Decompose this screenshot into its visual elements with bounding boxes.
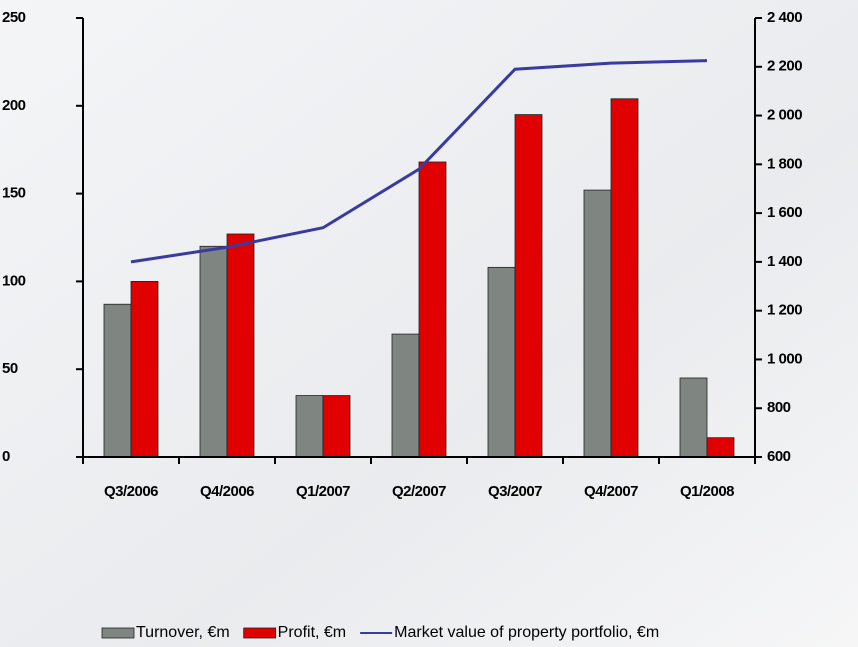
y-tick-label: 250 [2,9,26,26]
y2-tick-label: 600 [767,448,791,465]
y2-tick-label: 1 800 [767,155,802,172]
y-tick-label: 50 [2,360,18,377]
legend-label: Turnover, €m [136,624,230,641]
y-tick-label: 200 [2,97,26,114]
x-tick-label: Q4/2007 [584,483,638,500]
y-tick-label: 100 [2,272,26,289]
legend-swatch [102,628,134,638]
y-tick-label: 0 [2,448,10,465]
bar [584,190,611,457]
bar [227,234,254,457]
y-tick-label: 150 [2,185,26,202]
bar [104,304,131,457]
y2-tick-label: 1 400 [767,253,802,270]
bar [296,396,323,457]
legend-swatch [244,628,276,638]
bar [131,281,158,457]
y2-tick-label: 1 200 [767,302,802,319]
page: Q3/2006 Q4/2006 Q1/2007 Q2/2007 Q3/2007 Q4/20… [0,0,858,647]
y2-tick-label: 1 600 [767,204,802,221]
bar [611,99,638,457]
x-tick-label: Q1/2008 [680,483,734,500]
x-tick-label: Q3/2007 [488,483,542,500]
bar [707,438,734,457]
chart: Q3/2006 Q4/2006 Q1/2007 Q2/2007 Q3/2007 Q4/20… [0,0,858,647]
bar [515,115,542,457]
bar [392,334,419,457]
y2-tick-label: 1 000 [767,350,802,367]
bar [200,246,227,457]
y2-tick-label: 2 400 [767,9,802,26]
x-tick-label: Q4/2006 [200,483,254,500]
y2-tick-label: 2 200 [767,58,802,75]
x-tick-label: Q1/2007 [296,483,350,500]
bar [323,396,350,457]
y2-tick-label: 800 [767,399,791,416]
y2-tick-label: 2 000 [767,107,802,124]
bar [419,162,446,457]
bar [680,378,707,457]
bar [488,267,515,457]
legend-label: Market value of property portfolio, €m [394,624,659,641]
x-tick-label: Q2/2007 [392,483,446,500]
legend-label: Profit, €m [278,624,346,641]
x-tick-label: Q3/2006 [104,483,158,500]
